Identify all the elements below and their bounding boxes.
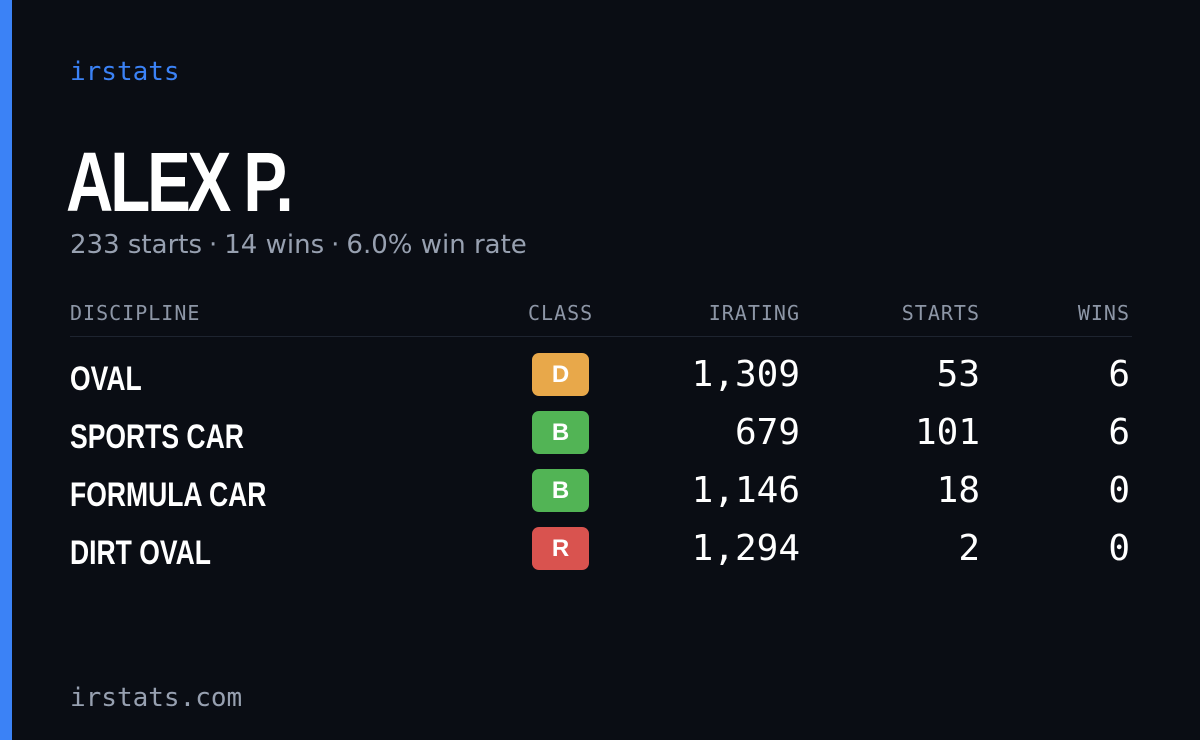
starts-value: 2 [958,528,980,569]
wins-value: 0 [1108,528,1130,569]
header-irating: IRATING [708,301,800,325]
class-badge: D [532,353,589,396]
brand-logo: irstats [70,57,180,87]
table-row: FORMULA CAR B 1,146 18 0 [70,469,1132,527]
discipline-name: OVAL [70,360,142,398]
starts-value: 53 [936,354,980,395]
wins-value: 6 [1108,354,1130,395]
class-badge: B [532,469,589,512]
table-row: DIRT OVAL R 1,294 2 0 [70,527,1132,585]
discipline-name: FORMULA CAR [70,476,267,514]
wins-value: 0 [1108,470,1130,511]
win-rate-summary: 6.0% win rate [346,230,527,260]
irating-value: 679 [734,412,800,453]
summary-separator: · [209,230,218,260]
player-summary: 233 starts · 14 wins · 6.0% win rate [70,228,527,262]
irating-value: 1,294 [691,528,800,569]
summary-separator: · [331,230,340,260]
stats-table: DISCIPLINE CLASS IRATING STARTS WINS OVA… [70,300,1132,585]
wins-value: 6 [1108,412,1130,453]
starts-value: 18 [936,470,980,511]
class-badge: B [532,411,589,454]
header-wins: WINS [1077,301,1130,325]
irating-value: 1,309 [691,354,800,395]
header-starts: STARTS [901,301,980,325]
discipline-name: SPORTS CAR [70,418,244,456]
accent-bar [0,0,12,740]
wins-summary: 14 wins [224,230,325,260]
starts-value: 101 [914,412,980,453]
table-row: SPORTS CAR B 679 101 6 [70,411,1132,469]
player-name: ALEX P. [66,135,294,229]
header-class: CLASS [528,301,594,325]
irating-value: 1,146 [691,470,800,511]
class-badge: R [532,527,589,570]
discipline-name: DIRT OVAL [70,534,211,572]
footer-url: irstats.com [70,683,243,713]
table-row: OVAL D 1,309 53 6 [70,353,1132,411]
table-body: OVAL D 1,309 53 6 SPORTS CAR B 679 101 6… [70,353,1132,585]
starts-summary: 233 starts [70,230,202,260]
header-discipline: DISCIPLINE [70,301,201,325]
table-header: DISCIPLINE CLASS IRATING STARTS WINS [70,300,1132,337]
